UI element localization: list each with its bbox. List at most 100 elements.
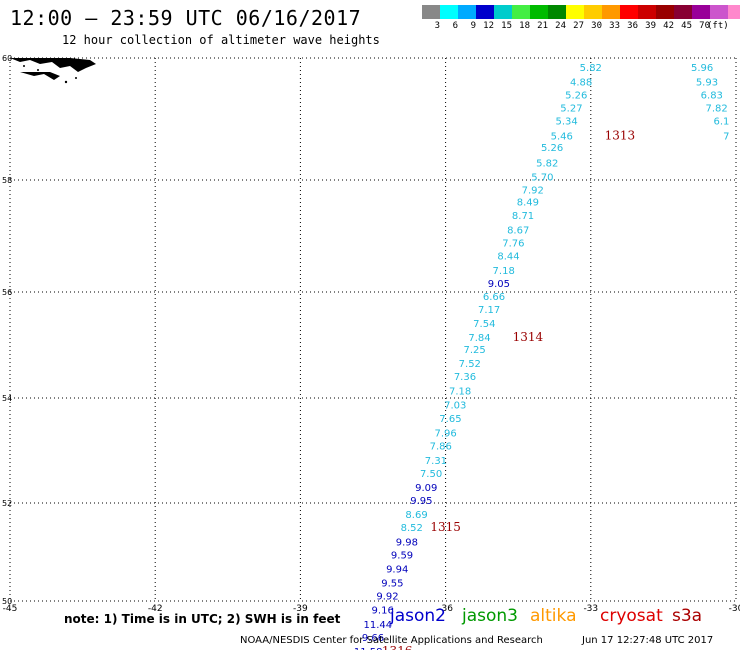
legend-label: 24 (555, 21, 566, 31)
legend-label: 12 (483, 21, 494, 31)
wave-height-point: 7.84 (468, 333, 490, 344)
legend-swatch (710, 5, 728, 19)
wave-height-point: 5.26 (565, 90, 587, 101)
legend-swatch (692, 5, 710, 19)
legend-swatch (674, 5, 692, 19)
wave-height-point: 6.1 (714, 116, 730, 127)
legend-swatch (548, 5, 566, 19)
wave-height-point: 5.93 (696, 77, 718, 88)
satellite-label-jason2: jason2 (390, 606, 446, 626)
legend-label: 18 (519, 21, 530, 31)
lon-tick-label: -45 (3, 604, 18, 614)
wave-height-point: 7.25 (464, 345, 486, 356)
legend-swatch (602, 5, 620, 19)
legend-swatch (566, 5, 584, 19)
legend-swatch (440, 5, 458, 19)
lon-tick-label: -30 (729, 604, 740, 614)
wave-height-point: 5.34 (555, 116, 577, 127)
wave-height-point: 9.94 (386, 564, 408, 575)
wave-height-point: 7.50 (420, 469, 442, 480)
wave-height-point: 5.82 (580, 63, 602, 74)
legend-swatch (458, 5, 476, 19)
wave-height-point: 11.44 (364, 620, 393, 631)
wave-height-point: 7.18 (493, 266, 515, 277)
wave-height-point: 5.27 (560, 103, 582, 114)
lat-tick-label: 56 (2, 288, 12, 297)
wave-height-point: 9.92 (376, 592, 398, 603)
legend-label: 30 (591, 21, 602, 31)
map-title: 12:00 – 23:59 UTC 06/16/2017 (10, 6, 362, 30)
pass-time-label: 1315 (430, 520, 461, 534)
legend-swatch (530, 5, 548, 19)
lon-tick-label: -36 (438, 604, 453, 614)
legend-swatch (422, 5, 440, 19)
satellite-label-cryosat: cryosat (600, 606, 663, 626)
legend-label: 33 (609, 21, 620, 31)
legend-label: 6 (452, 21, 458, 31)
legend-swatch (584, 5, 602, 19)
wave-height-point: 5.26 (541, 143, 563, 154)
wave-height-point: 5.70 (531, 172, 553, 183)
legend-swatch (638, 5, 656, 19)
legend-swatch (494, 5, 512, 19)
legend-swatch (476, 5, 494, 19)
legend-label: 3 (434, 21, 440, 31)
map-subtitle: 12 hour collection of altimeter wave hei… (62, 33, 380, 47)
satellite-label-altika: altika (530, 606, 577, 626)
wave-height-point: 7.17 (478, 305, 500, 316)
color-scale-legend: 3 6 9 12 15 18 21 24 27 30 33 36 39 42 45 70 (ft) (422, 5, 740, 31)
timestamp-text: Jun 17 12:27:48 UTC 2017 (582, 635, 714, 646)
wave-height-point: 8.67 (507, 226, 529, 237)
wave-height-point: 7 (723, 132, 729, 143)
wave-height-point: 4.88 (570, 77, 592, 88)
legend-unit: (ft) (707, 21, 729, 31)
wave-height-point: 6.66 (483, 292, 505, 303)
lon-tick-label: -39 (293, 604, 308, 614)
legend-swatch (512, 5, 530, 19)
legend-label: 39 (645, 21, 656, 31)
lat-tick-label: 50 (2, 597, 12, 606)
lat-tick-label: 52 (2, 499, 12, 508)
legend-label: 27 (573, 21, 584, 31)
greenland-coastline (10, 58, 96, 84)
lat-tick-label: 58 (2, 176, 12, 185)
legend-swatch (656, 5, 674, 19)
wave-height-point: 8.71 (512, 211, 534, 222)
lat-tick-label: 54 (2, 394, 12, 403)
lat-tick-label: 60 (2, 54, 12, 63)
wave-height-point: 9.09 (415, 483, 437, 494)
wave-height-point: 7.86 (430, 442, 452, 453)
lon-tick-label: -33 (583, 604, 598, 614)
wave-height-point: 7.54 (473, 319, 495, 330)
satellite-label-s3a: s3a (672, 606, 703, 626)
wave-height-point: 9.59 (391, 550, 413, 561)
wave-height-point: 7.31 (425, 456, 447, 467)
wave-height-point: 5.96 (691, 63, 713, 74)
legend-label: 36 (627, 21, 638, 31)
legend-label: 70 (699, 21, 710, 31)
wave-height-point: 7.92 (522, 185, 544, 196)
pass-time-label: 1316 (382, 644, 413, 650)
legend-label: 42 (663, 21, 674, 31)
wave-height-point: 11.58 (354, 647, 383, 650)
note-text: note: 1) Time is in UTC; 2) SWH is in fe… (64, 612, 341, 626)
wave-height-point: 8.44 (497, 252, 519, 263)
wave-height-point: 9.95 (410, 496, 432, 507)
pass-time-label: 1313 (605, 129, 636, 143)
wave-height-point: 7.18 (449, 386, 471, 397)
wave-height-point: 9.16 (372, 606, 394, 617)
wave-height-point: 7.52 (459, 359, 481, 370)
wave-height-point: 7.65 (439, 414, 461, 425)
credit-text: NOAA/NESDIS Center for Satellite Applica… (240, 635, 543, 646)
wave-height-point: 8.69 (405, 510, 427, 521)
wave-height-point: 8.49 (517, 197, 539, 208)
wave-height-point: 6.83 (701, 90, 723, 101)
wave-height-point: 8.52 (401, 523, 423, 534)
legend-label: 45 (681, 21, 692, 31)
wave-height-point: 7.36 (454, 372, 476, 383)
wave-height-point: 5.82 (536, 158, 558, 169)
wave-height-point: 5.46 (551, 132, 573, 143)
legend-label: 9 (470, 21, 476, 31)
satellite-label-jason3: jason3 (462, 606, 518, 626)
